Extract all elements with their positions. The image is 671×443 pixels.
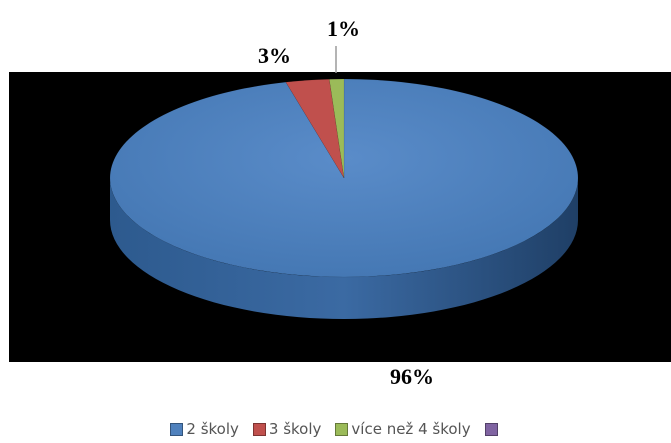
legend-swatch-purple [484, 422, 498, 436]
pie-slice-3-skoly [285, 78, 345, 179]
data-label-96: 96% [390, 364, 434, 389]
legend-item-empty [484, 422, 501, 436]
legend-item-3-skoly: 3 školy [252, 420, 322, 438]
pie-layer [109, 78, 579, 319]
data-label-layer: 96% 3% 1% [258, 16, 434, 389]
legend-swatch-green [335, 422, 349, 436]
pie-side-rim [110, 178, 578, 319]
data-label-3: 3% [258, 43, 291, 68]
legend-item-2-skoly: 2 školy [170, 420, 239, 438]
legend-label: 3 školy [268, 420, 322, 438]
legend: 2 školy 3 školy více než 4 školy [0, 420, 671, 438]
legend-label: více než 4 školy [351, 420, 471, 438]
legend-swatch-blue [170, 422, 184, 436]
legend-swatch-red [252, 422, 266, 436]
data-label-1: 1% [327, 16, 360, 41]
pie-slice-vice-nez-4 [329, 78, 345, 179]
legend-item-vice-nez-4: více než 4 školy [335, 420, 471, 438]
legend-label: 2 školy [186, 420, 239, 438]
pie-slice-2-skoly [109, 78, 579, 278]
